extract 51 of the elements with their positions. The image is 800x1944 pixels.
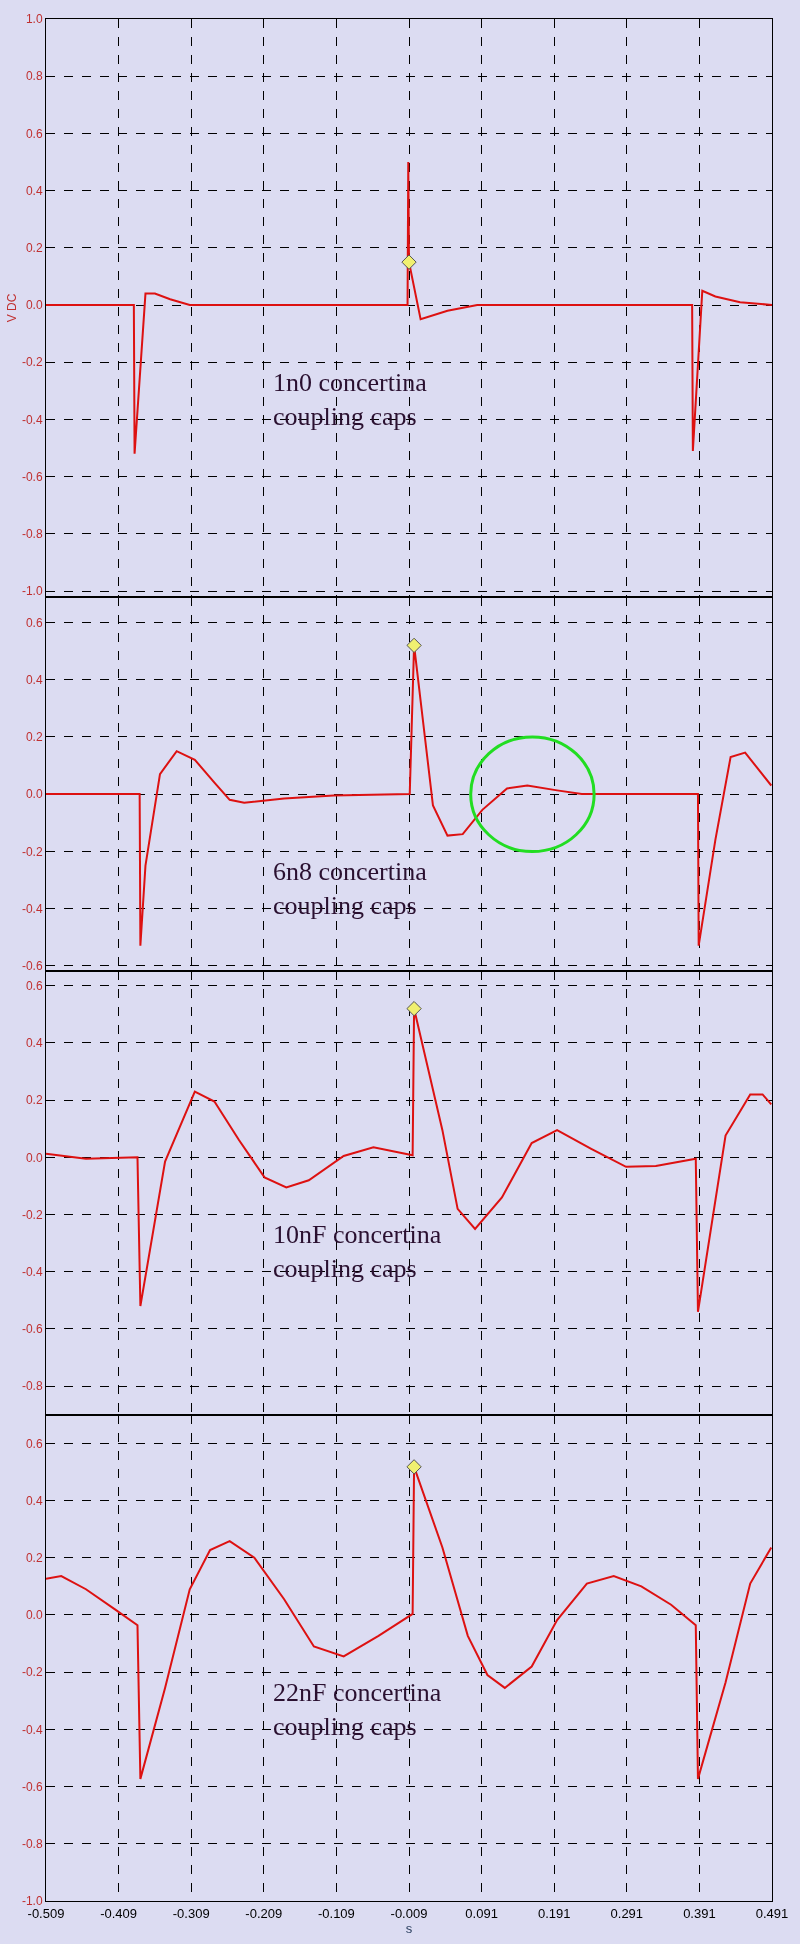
y-tick-label: 0.8 bbox=[25, 69, 43, 84]
y-tick-label: -0.2 bbox=[21, 844, 43, 859]
annotation: 22nF concertina coupling caps bbox=[273, 1678, 442, 1741]
y-tick-label: -0.2 bbox=[21, 1665, 43, 1680]
y-tick-label: -0.8 bbox=[21, 1837, 43, 1851]
x-tick-label: 0.391 bbox=[683, 1905, 716, 1921]
y-tick-label: -0.8 bbox=[21, 527, 43, 542]
y-tick-label: -0.6 bbox=[21, 1322, 43, 1337]
x-tick-label: -0.109 bbox=[317, 1905, 355, 1921]
y-tick-label: 0.6 bbox=[25, 615, 43, 630]
y-tick-label: 0.6 bbox=[25, 1436, 43, 1451]
annotation: 1n0 concertina coupling caps bbox=[273, 368, 428, 431]
x-tick-label: 0.191 bbox=[537, 1905, 571, 1921]
y-tick-label: 0.6 bbox=[25, 978, 43, 993]
y-tick-label: -1.0 bbox=[21, 584, 43, 599]
y-tick-label: -0.6 bbox=[21, 1779, 43, 1794]
y-tick-label: -0.4 bbox=[21, 1264, 43, 1279]
y-axis-title: V DC bbox=[5, 293, 20, 323]
y-tick-label: 0.0 bbox=[25, 298, 43, 313]
y-tick-label: 0.4 bbox=[25, 672, 43, 687]
y-tick-label: 0.4 bbox=[25, 1036, 43, 1051]
y-tick-label: 0.0 bbox=[25, 1150, 43, 1165]
y-tick-label: 0.2 bbox=[25, 1093, 43, 1108]
y-tick-label: -0.4 bbox=[21, 412, 43, 427]
y-tick-label: -0.6 bbox=[21, 958, 43, 973]
x-tick-label: -0.309 bbox=[172, 1905, 210, 1921]
y-tick-label: 1.0 bbox=[25, 12, 43, 27]
x-tick-label: 0.291 bbox=[610, 1905, 644, 1921]
y-tick-label: 0.4 bbox=[25, 1493, 43, 1508]
line-series bbox=[46, 161, 772, 455]
x-tick-label: 0.091 bbox=[465, 1905, 498, 1921]
y-tick-label: 0.0 bbox=[25, 787, 43, 802]
y-tick-label: -0.4 bbox=[21, 1722, 43, 1737]
y-tick-label: -0.6 bbox=[21, 469, 43, 484]
y-tick-label: 0.2 bbox=[25, 241, 43, 256]
x-tick-label: 0.491 bbox=[755, 1905, 789, 1921]
annotation: 10nF concertina coupling caps bbox=[273, 1220, 442, 1283]
y-tick-label: -0.2 bbox=[21, 355, 43, 370]
y-tick-label: 0.0 bbox=[25, 1608, 43, 1623]
y-tick-label: -0.4 bbox=[21, 901, 43, 916]
y-tick-label: 0.2 bbox=[25, 730, 43, 745]
annotation: 6n8 concertina coupling caps bbox=[273, 857, 428, 920]
x-tick-label: -0.009 bbox=[390, 1905, 428, 1921]
x-tick-label: -0.409 bbox=[100, 1905, 138, 1921]
y-tick-label: -0.8 bbox=[21, 1379, 43, 1394]
x-tick-label: -0.209 bbox=[245, 1905, 283, 1921]
y-tick-label: -0.2 bbox=[21, 1207, 43, 1222]
y-tick-label: 0.6 bbox=[25, 126, 43, 141]
x-axis-title: s bbox=[405, 1920, 413, 1936]
y-tick-label: 0.4 bbox=[25, 183, 43, 198]
y-tick-label: 0.2 bbox=[25, 1550, 43, 1565]
